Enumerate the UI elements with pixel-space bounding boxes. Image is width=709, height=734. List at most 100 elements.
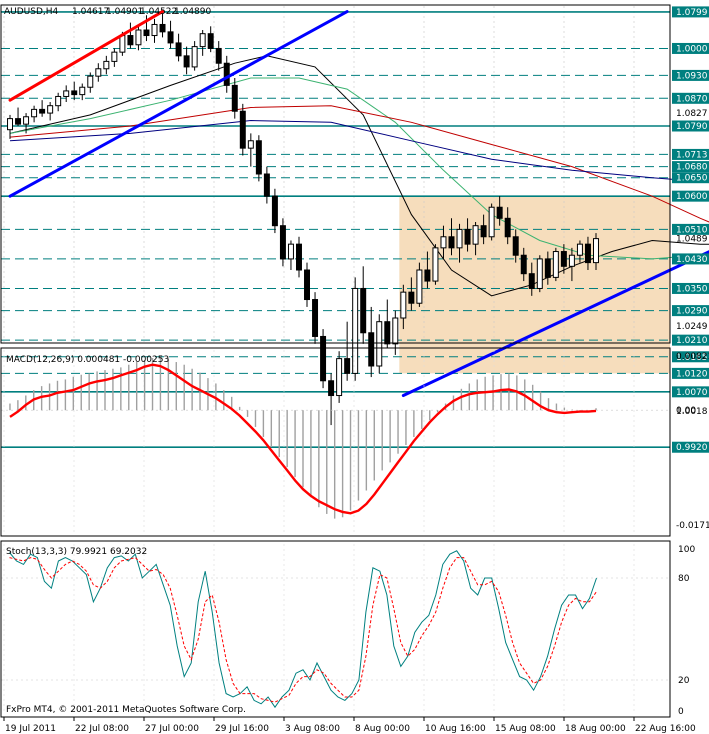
macd-scale: 0.00821 0.00 -0.01714 [676, 352, 709, 531]
price-panel-frame [0, 4, 671, 344]
candle-body [175, 42, 182, 57]
macd-signal-path [9, 363, 597, 515]
copyright-text: FxPro MT4, © 2001-2011 MetaQuotes Softwa… [6, 705, 246, 715]
candle-body [544, 258, 551, 278]
price-level-label: 1.0070 [676, 388, 708, 398]
candle-body [384, 321, 391, 345]
ohlc-close: 1.04890 [174, 7, 211, 17]
candle-body [584, 243, 591, 264]
candle-body [504, 217, 511, 238]
price-label-box [672, 172, 709, 184]
candle-body [552, 251, 559, 278]
candle-body [199, 33, 206, 48]
price-label-box [672, 305, 709, 317]
ohlc-low: 1.04522 [140, 7, 177, 17]
candle-body [416, 269, 423, 304]
time-axis-label: 29 Jul 16:00 [215, 724, 269, 734]
time-axis-label: 15 Aug 08:00 [495, 724, 556, 734]
ohlc-high: 1.04901 [106, 7, 143, 17]
stochastic-panel[interactable]: 100 80 20 0 Stoch(13,3,3) 79.9921 69.2032 F… [0, 540, 695, 718]
candle-body [392, 317, 399, 345]
candle-body [295, 243, 302, 271]
candle-body [111, 51, 118, 62]
price-label-box [672, 120, 709, 132]
price-label-box [672, 42, 709, 54]
candle-body [127, 35, 134, 46]
candle-body [464, 228, 471, 245]
candle-body [7, 118, 14, 131]
candle-body [560, 251, 567, 267]
macd-title: MACD(12,26,9) 0.000481 -0.000253 [6, 355, 169, 365]
stochastic-panel-frame [0, 540, 671, 718]
candle-body [376, 321, 383, 367]
macd-panel-frame [0, 347, 671, 537]
time-axis-label: 22 Jul 08:00 [75, 724, 129, 734]
price-level-label: 1.0430 [676, 255, 708, 265]
candle-body [480, 225, 487, 238]
moving-average-line [9, 55, 709, 297]
candle-body [424, 269, 431, 282]
macd-tick-label: -0.01714 [676, 521, 709, 531]
moving-average-line [9, 105, 709, 223]
price-level-label: 1.0210 [676, 336, 708, 346]
stochastic-scale: 100 80 20 0 [678, 545, 695, 717]
price-level-label: 1.0680 [676, 163, 708, 173]
stochastic-tick-label: 80 [678, 574, 690, 584]
price-level-label: 1.0165 [676, 353, 708, 363]
candle-body [328, 380, 335, 397]
price-label-box [672, 386, 709, 398]
price-tick-label: 1.0489 [676, 235, 708, 245]
price-level-label: 1.0510 [676, 225, 708, 235]
candle-body [119, 35, 126, 53]
candle-body [231, 84, 238, 112]
candle-body [368, 332, 375, 367]
candle-body [360, 287, 367, 334]
candle-body [576, 243, 583, 256]
price-label-box [672, 148, 709, 160]
candle-body [512, 236, 519, 256]
candle-body [344, 358, 351, 374]
candle-body [215, 47, 222, 64]
macd-tick-label: 0.00821 [676, 352, 709, 362]
price-scale: 1.0799 1.0000 1.0930 1.0870 1.0827 1.0790 1.07… [672, 6, 709, 453]
candle-body [528, 273, 535, 289]
macd-panel[interactable]: 0.00821 0.00 -0.01714 MACD(12,26,9) 0.0004… [0, 347, 709, 537]
stochastic-main-line [9, 550, 597, 709]
candle-body [448, 236, 455, 249]
price-label-box [672, 351, 709, 363]
price-panel[interactable]: 1.0799 1.0000 1.0930 1.0870 1.0827 1.0790 1.07… [0, 4, 709, 453]
price-label-box [672, 223, 709, 235]
macd-tick-label: 0.00 [676, 406, 696, 416]
candle-body [520, 254, 527, 275]
price-level-label: 1.0350 [676, 284, 708, 294]
candle-body [568, 254, 575, 267]
price-level-label: 1.0000 [676, 44, 708, 54]
candle-body [472, 225, 479, 245]
stochastic-tick-label: 0 [678, 707, 684, 717]
red-trendline [8, 10, 165, 102]
candle-body [247, 140, 254, 149]
candle-body [79, 86, 86, 96]
time-axis-label: 10 Aug 16:00 [425, 724, 486, 734]
candle-body [263, 173, 270, 197]
price-label-box [672, 161, 709, 173]
price-label-box [672, 6, 709, 18]
candle-body [440, 236, 447, 249]
candle-body [143, 29, 150, 37]
candle-body [400, 291, 407, 319]
price-tick-label: 1.0827 [676, 109, 708, 119]
candle-body [279, 225, 286, 260]
candle-body [191, 46, 198, 68]
price-label-box [672, 282, 709, 294]
stochastic-lines [9, 550, 597, 709]
time-axis-label: 3 Aug 08:00 [285, 724, 340, 734]
price-label-box [672, 334, 709, 346]
price-level-label: 1.0713 [676, 150, 708, 160]
candlesticks [7, 13, 599, 426]
price-level-label: 1.0290 [676, 307, 708, 317]
chart-symbol-title: AUDUSD,H4 [4, 7, 59, 17]
candle-body [151, 23, 158, 37]
time-axis: 19 Jul 2011 22 Jul 08:00 27 Jul 00:00 29 Ju… [3, 717, 696, 734]
candle-body [536, 258, 543, 289]
price-level-label: 1.0650 [676, 174, 708, 184]
